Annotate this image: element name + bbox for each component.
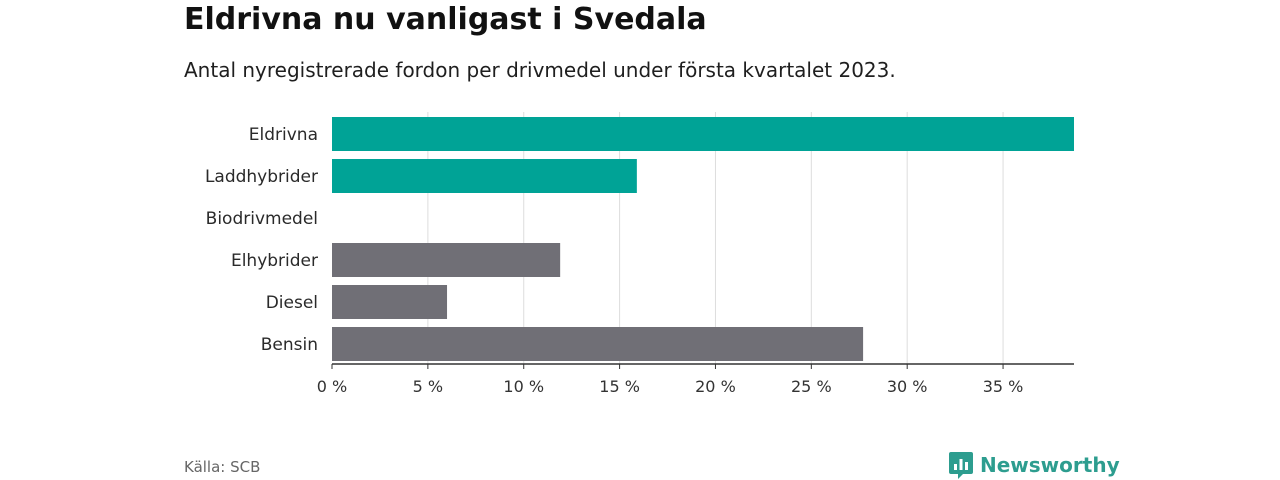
bar-diesel <box>332 285 448 319</box>
category-label: Eldrivna <box>249 125 318 145</box>
category-label: Diesel <box>266 293 318 313</box>
page-title: Eldrivna nu vanligast i Svedala <box>184 2 707 37</box>
x-tick-label: 10 % <box>503 377 544 396</box>
bar-chart: Eldrivna Laddhybrider Biodrivmedel Elhybrid… <box>205 112 1074 396</box>
x-tick-label: 5 % <box>413 377 443 396</box>
brand-logo[interactable]: Newsworthy <box>948 450 1120 480</box>
x-tick-label: 30 % <box>887 377 928 396</box>
category-label: Bensin <box>261 335 318 355</box>
page-subtitle: Antal nyregistrerade fordon per drivmede… <box>184 58 896 82</box>
bars <box>332 117 1074 361</box>
category-label: Laddhybrider <box>205 167 318 187</box>
bar-laddhybrider <box>332 159 637 193</box>
bar-eldrivna <box>332 117 1074 151</box>
x-tick-label: 20 % <box>695 377 736 396</box>
category-labels: Eldrivna Laddhybrider Biodrivmedel Elhybrid… <box>205 125 318 355</box>
x-tick-label: 0 % <box>317 377 347 396</box>
x-tick-label: 15 % <box>599 377 640 396</box>
brand-name: Newsworthy <box>980 453 1120 477</box>
grid-lines <box>427 112 1004 364</box>
x-tick-label: 35 % <box>983 377 1024 396</box>
newsworthy-logo-icon <box>949 452 973 479</box>
category-label: Biodrivmedel <box>206 209 318 229</box>
source-note: Källa: SCB <box>184 458 261 476</box>
x-tick-label: 25 % <box>791 377 832 396</box>
category-label: Elhybrider <box>231 251 318 271</box>
x-axis-ticks: 0 % 5 % 10 % 15 % 20 % 25 % 30 % 35 % <box>317 363 1074 396</box>
bar-bensin <box>332 327 864 361</box>
bar-elhybrider <box>332 243 561 277</box>
